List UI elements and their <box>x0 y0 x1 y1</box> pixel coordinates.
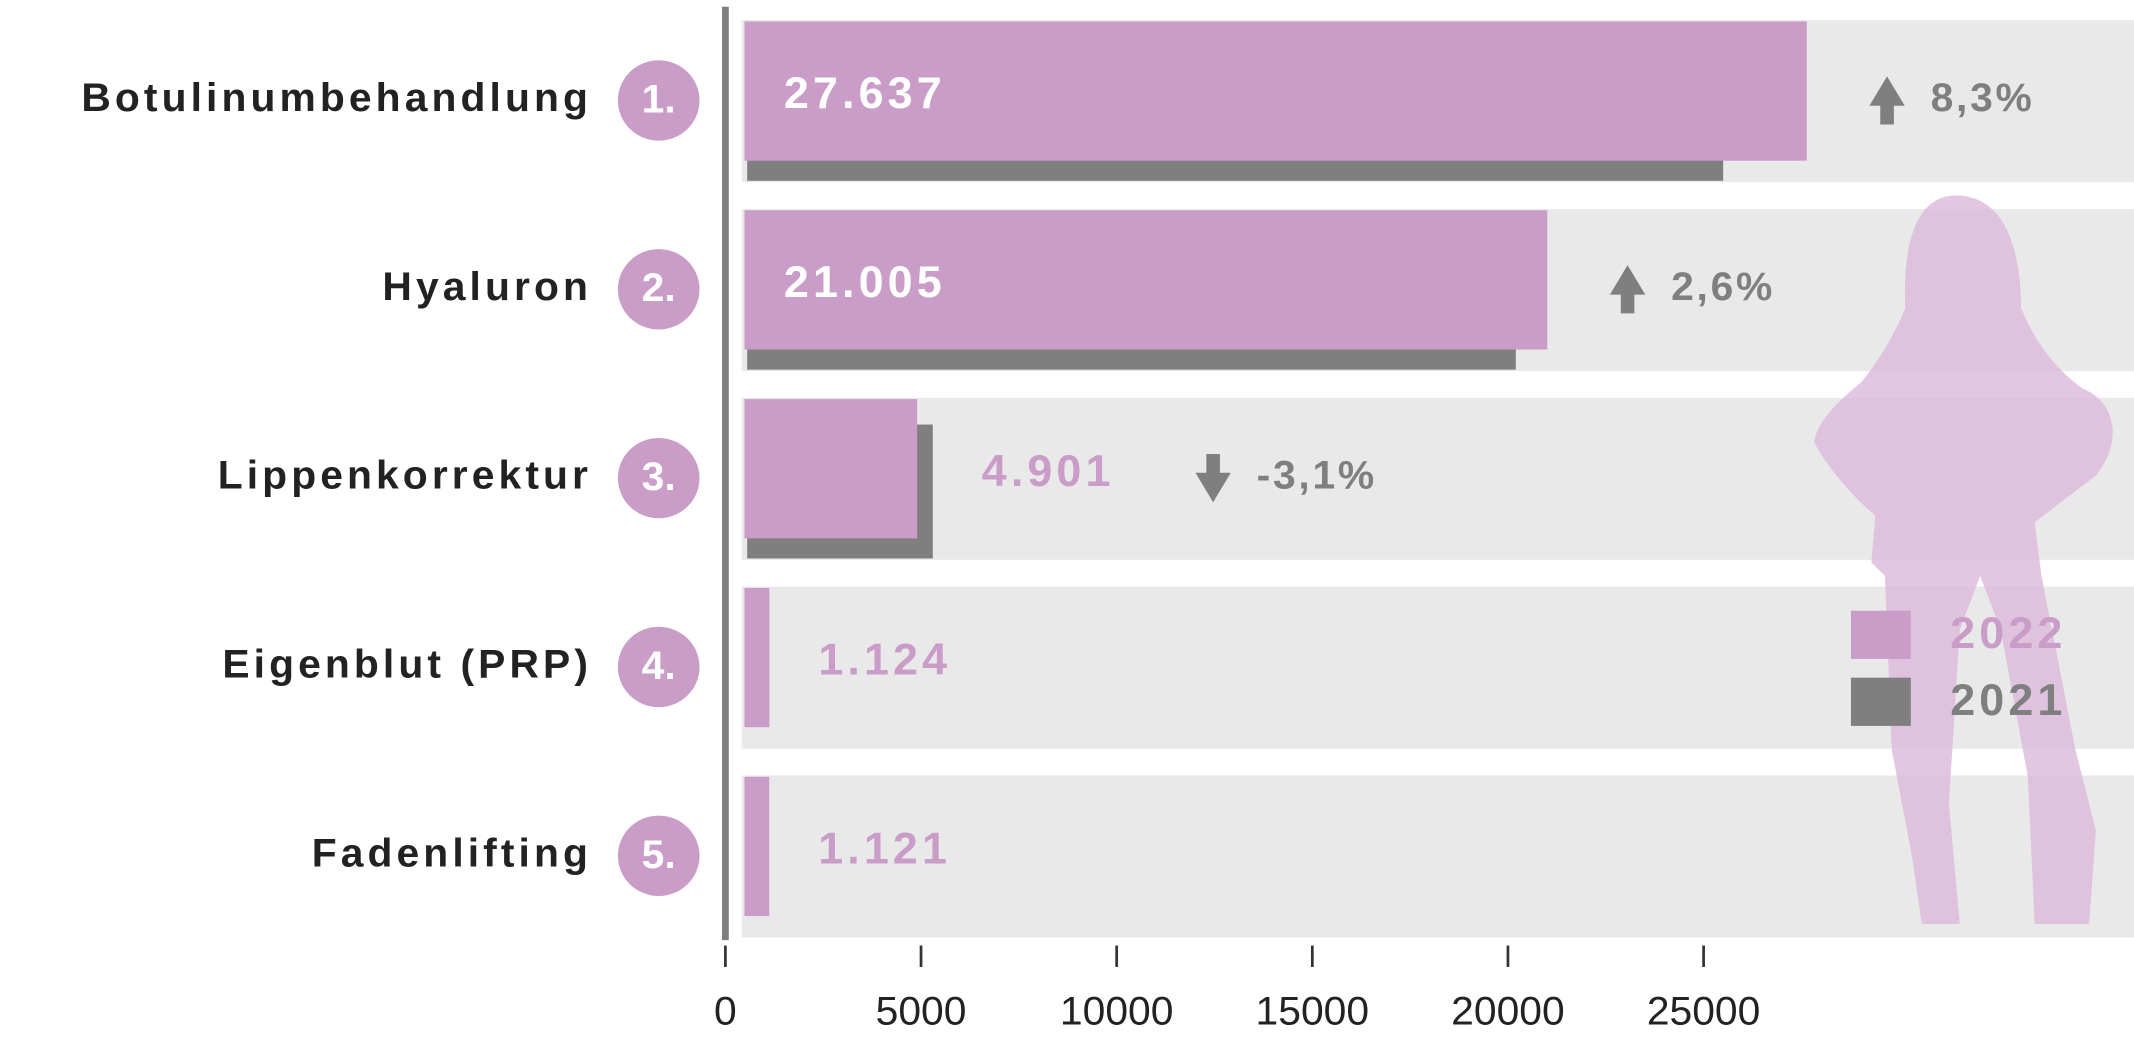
value-label: 4.901 <box>982 447 1115 496</box>
change-arrow <box>1195 454 1231 503</box>
rank-badge <box>617 437 700 519</box>
category-label: Eigenblut (PRP) <box>222 641 592 687</box>
legend-label: 2022 <box>1950 609 2066 658</box>
x-tick-label: 10000 <box>1060 988 1174 1034</box>
plot: Botulinumbehandlung 1. 27.637 8,3% Hyaluron 2… <box>81 6 2066 1034</box>
bar-2022 <box>744 210 1548 350</box>
rank-badge <box>617 60 700 141</box>
change-label: 2,6% <box>1671 263 1775 309</box>
bar-2022 <box>744 776 770 917</box>
x-tick-label: 5000 <box>876 988 967 1034</box>
category-label: Lippenkorrektur <box>218 452 592 498</box>
change-arrow <box>1869 76 1905 125</box>
x-tick-label: 25000 <box>1647 988 1761 1034</box>
silhouette <box>1814 195 2113 925</box>
rank-badge <box>617 626 700 708</box>
legend-swatch <box>1850 610 1911 659</box>
category-label: Botulinumbehandlung <box>81 74 592 120</box>
x-tick-label: 15000 <box>1256 988 1370 1034</box>
x-tick-label: 20000 <box>1451 988 1565 1034</box>
rank-label: 3. <box>642 453 676 499</box>
rank-badge <box>617 249 700 330</box>
bar-2022 <box>744 21 1807 161</box>
category-label: Hyaluron <box>382 263 592 309</box>
rank-label: 5. <box>642 831 676 877</box>
legend-swatch <box>1850 677 1911 726</box>
rank-label: 2. <box>642 265 676 311</box>
value-label: 1.124 <box>818 636 951 685</box>
change-arrow <box>1609 265 1646 314</box>
x-tick-label: 0 <box>714 988 737 1034</box>
rank-badge <box>617 815 700 896</box>
change-label: -3,1% <box>1257 452 1377 498</box>
rank-label: 1. <box>642 76 676 122</box>
legend-label: 2021 <box>1950 676 2066 725</box>
value-label: 1.121 <box>818 825 951 874</box>
rank-label: 4. <box>642 642 676 688</box>
category-label: Fadenlifting <box>312 830 592 876</box>
value-label: 21.005 <box>784 258 946 307</box>
value-label: 27.637 <box>784 69 946 118</box>
bar-2022 <box>744 587 770 728</box>
change-label: 8,3% <box>1931 74 2035 120</box>
bar-2022 <box>744 399 918 539</box>
